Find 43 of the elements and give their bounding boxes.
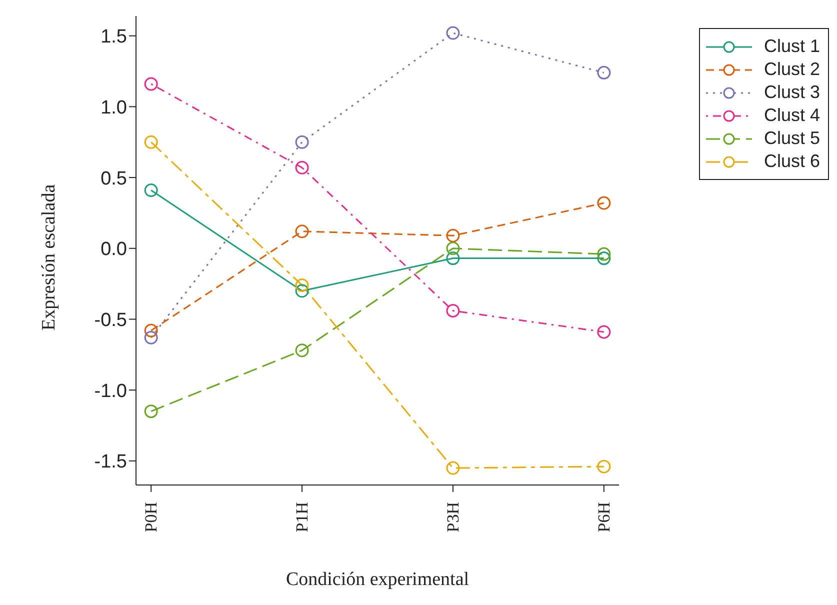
point [295, 278, 309, 292]
point [597, 252, 611, 266]
legend-label: Clust 2 [764, 59, 820, 80]
x-tick-label: P6H [594, 502, 614, 532]
point [144, 330, 158, 344]
point [144, 135, 158, 149]
x-tick-label: P0H [142, 502, 161, 532]
point [597, 325, 611, 339]
legend-label: Clust 3 [764, 82, 820, 103]
legend-label: Clust 1 [764, 36, 820, 57]
point [295, 135, 309, 149]
y-axis-title: Expresión escalada [38, 184, 60, 330]
point [144, 404, 158, 418]
point [144, 324, 158, 338]
legend-label: Clust 4 [764, 105, 820, 126]
point [144, 77, 158, 91]
y-tick-label: -0.5 [94, 310, 127, 331]
point [597, 196, 611, 210]
point [446, 242, 460, 256]
point [446, 304, 460, 318]
point [144, 184, 158, 198]
point [597, 66, 611, 80]
y-tick-label: 0.5 [100, 168, 127, 190]
x-tick-label: P1H [292, 502, 312, 532]
y-tick-label: -1.5 [94, 452, 127, 473]
point [295, 224, 309, 238]
y-tick-label: 1.0 [100, 97, 127, 118]
legend-label: Clust 6 [764, 151, 820, 172]
point [446, 26, 460, 40]
y-tick-label: -1.0 [94, 380, 127, 402]
point [597, 247, 611, 261]
y-tick-label: 0.0 [100, 239, 127, 260]
point [446, 228, 460, 242]
point [295, 160, 309, 174]
point [295, 284, 309, 298]
x-tick-label: P3H [443, 502, 462, 532]
point [597, 460, 611, 474]
x-axis-title: Condición experimental [286, 569, 470, 590]
legend-label: Clust 5 [764, 128, 820, 149]
point [446, 252, 460, 266]
point [295, 344, 309, 358]
y-tick-label: 1.5 [100, 26, 127, 48]
point [446, 461, 460, 475]
